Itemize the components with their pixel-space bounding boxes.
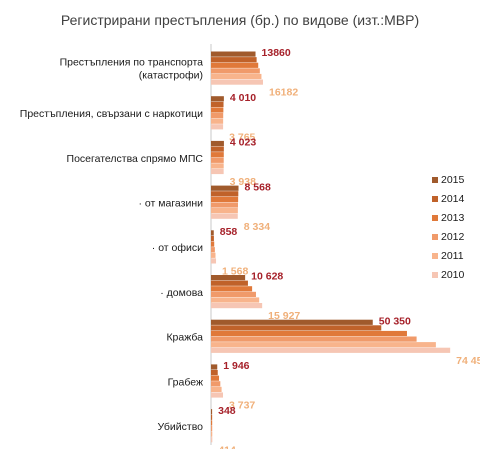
value-label-2015-2: 4 023	[230, 137, 256, 149]
legend-swatch-2012	[432, 234, 438, 240]
category-label-8: Убийство	[157, 421, 203, 433]
legend: 2015 2014 2013 2012 2011 2010	[432, 174, 465, 281]
value-label-2010-2: 3 938	[230, 176, 256, 188]
bar-2015-5	[211, 275, 246, 281]
value-label-2015-4: 858	[220, 226, 238, 238]
bar-2012-3	[211, 202, 238, 208]
bar-2014-1	[211, 101, 224, 107]
category-label-7: Грабеж	[168, 376, 203, 388]
bars-group	[211, 51, 451, 443]
category-label-4: · от офиси	[152, 242, 203, 254]
bar-2013-7	[211, 375, 220, 381]
bar-2011-4	[211, 252, 216, 258]
bar-2012-7	[211, 381, 221, 387]
value-label-2010-7: 3 737	[229, 400, 255, 412]
value-label-2010-1: 3 765	[229, 131, 255, 143]
value-label-2010-0: 16182	[269, 87, 298, 99]
bar-2014-8	[211, 414, 213, 420]
category-label-2: Посегателства спрямо МПС	[67, 153, 204, 165]
bar-2015-8	[211, 409, 213, 415]
bar-2013-6	[211, 330, 407, 337]
bar-2012-1	[211, 113, 224, 119]
bar-2010-5	[211, 303, 263, 309]
bar-2010-1	[211, 124, 224, 130]
value-label-2015-3: 8 568	[245, 181, 271, 193]
bar-2012-5	[211, 291, 256, 297]
value-label-2010-4: 1 568	[222, 266, 248, 278]
value-label-2015-0: 13860	[262, 47, 291, 59]
category-label-3: · от магазини	[139, 197, 204, 209]
legend-swatch-2015	[432, 177, 438, 183]
value-label-2010-3: 8 334	[244, 221, 270, 233]
value-label-2010-6: 74 452	[456, 355, 480, 367]
value-label-2010-8: 414	[218, 444, 236, 449]
bar-2014-0	[211, 57, 257, 63]
value-label-2015-6: 50 350	[379, 315, 411, 327]
bar-2013-4	[211, 241, 215, 247]
bar-2013-8	[211, 420, 213, 426]
bar-2011-8	[211, 431, 213, 437]
bar-2011-6	[211, 342, 436, 348]
legend-swatch-2011	[432, 253, 438, 259]
value-label-2015-8: 348	[218, 405, 236, 417]
bar-2012-6	[211, 336, 417, 342]
bar-2015-6	[211, 319, 373, 325]
bar-2010-2	[211, 168, 224, 175]
bar-2011-1	[211, 118, 224, 124]
legend-label-2011: 2011	[441, 250, 464, 262]
category-label-6: Кражба	[166, 332, 203, 344]
bar-2014-6	[211, 325, 382, 331]
legend-label-2010: 2010	[441, 269, 465, 281]
legend-swatch-2013	[432, 215, 438, 221]
bar-2013-2	[211, 152, 224, 158]
bar-2015-2	[211, 140, 224, 147]
bar-2013-5	[211, 286, 253, 292]
bar-2010-3	[211, 213, 238, 219]
bar-2015-1	[211, 96, 224, 102]
bar-2013-3	[211, 196, 239, 202]
bar-2014-3	[211, 191, 239, 197]
legend-label-2015: 2015	[441, 174, 465, 186]
bar-2015-7	[211, 364, 218, 370]
bar-2014-2	[211, 146, 224, 152]
bar-2010-8	[211, 437, 213, 443]
bar-2011-3	[211, 208, 238, 214]
bar-2014-5	[211, 280, 248, 286]
bar-2010-7	[211, 392, 224, 398]
legend-label-2012: 2012	[441, 231, 465, 243]
bar-2011-0	[211, 73, 262, 80]
legend-label-2014: 2014	[441, 193, 465, 205]
bar-2015-0	[211, 51, 256, 57]
category-labels: Престъпления по транспорта (катастрофи) Пр…	[20, 56, 204, 433]
value-label-2015-1: 4 010	[230, 92, 256, 104]
bar-2012-8	[211, 425, 213, 432]
chart-title: Регистрирани престъпления (бр.) по видов…	[61, 12, 419, 28]
bar-2010-4	[211, 258, 217, 264]
bar-2015-3	[211, 185, 239, 191]
bar-2014-7	[211, 370, 218, 376]
bar-2010-6	[211, 347, 451, 353]
legend-swatch-2014	[432, 196, 438, 202]
bar-2013-0	[211, 62, 259, 68]
bar-2012-0	[211, 68, 260, 74]
bar-2012-4	[211, 247, 215, 253]
bar-2013-1	[211, 107, 224, 113]
value-label-2010-5: 15 927	[268, 310, 300, 322]
category-label-1: Престъпления, свързани с наркотици	[20, 108, 203, 120]
legend-swatch-2010	[432, 272, 438, 278]
bar-2015-4	[211, 230, 214, 236]
bar-2011-5	[211, 297, 260, 303]
bar-2011-7	[211, 386, 222, 392]
category-label-0: Престъпления по транспорта (катастрофи)	[60, 56, 204, 81]
legend-label-2013: 2013	[441, 212, 465, 224]
bar-2010-0	[211, 79, 263, 85]
bar-2014-4	[211, 235, 214, 242]
value-label-2015-5: 10 628	[251, 271, 283, 283]
bar-2011-2	[211, 163, 224, 169]
bar-2012-2	[211, 157, 224, 163]
category-label-5: · домова	[160, 287, 203, 299]
value-label-2015-7: 1 946	[223, 360, 249, 372]
